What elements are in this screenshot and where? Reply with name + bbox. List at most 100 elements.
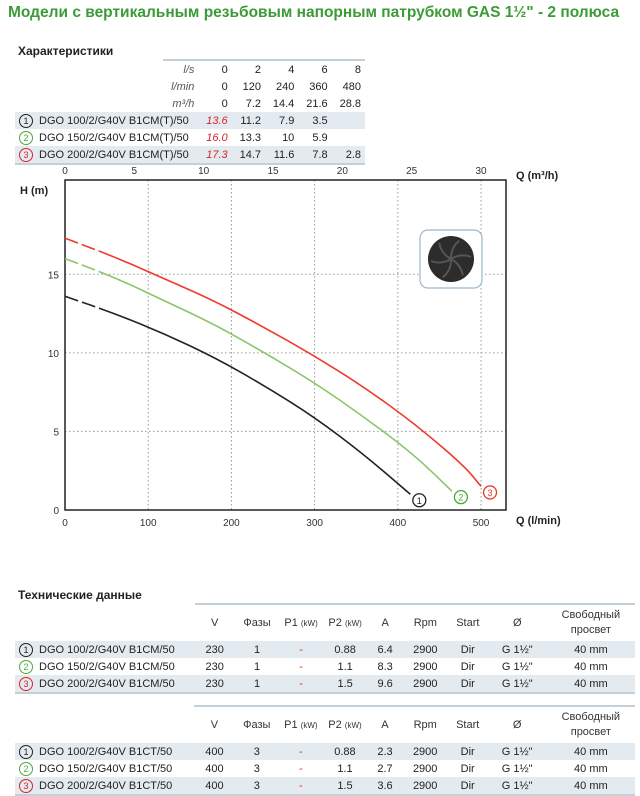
tech-cell: 400	[205, 762, 224, 775]
unit-value: 0	[221, 97, 228, 110]
tech-cell: G 1½"	[487, 743, 547, 760]
x2-tick-label: 10	[198, 166, 210, 177]
model-name: DGO 100/2/G40V B1CM(T)/50	[39, 114, 189, 127]
tech-cell: 6.4	[367, 641, 403, 658]
tech-header-label: Rpm	[413, 719, 437, 731]
curve-number-badge: 2	[19, 659, 33, 674]
tech-cell: 230	[205, 660, 224, 673]
tech-cell: 40 mm	[546, 777, 635, 796]
unit-value: 480	[342, 80, 361, 93]
tech-cell: -	[279, 641, 323, 658]
x2-tick-label: 25	[406, 166, 418, 177]
tech-cell: 2900	[402, 675, 448, 694]
tech-row: 2 DGO 150/2/G40V B1CM/50 230 1 - 1.1 8.3 2900 Di…	[15, 658, 635, 675]
x-tick-label: 300	[306, 518, 323, 529]
model-name: DGO 200/2/G40V B1CT/50	[39, 779, 173, 792]
tech-header: P1 (kW)	[279, 603, 323, 641]
tech-header: Rpm	[402, 603, 448, 641]
curve-number-badge: 1	[19, 113, 33, 128]
unit-label: m³/h	[172, 97, 195, 110]
curve-badge-label: 1	[417, 496, 422, 506]
tech-header-label: Фазы	[243, 719, 271, 731]
tech-header-label: P2	[328, 617, 342, 629]
tech-cell: 1	[253, 660, 261, 673]
y-axis-label: H (m)	[20, 185, 48, 197]
impeller-vane	[442, 258, 453, 279]
tech-row: 2 DGO 150/2/G40V B1CT/50 400 3 - 1.1 2.7 2900 Di…	[15, 760, 635, 777]
tech-cell: 400	[194, 777, 235, 796]
tech-cell: 3	[234, 743, 280, 760]
unit-value: 2	[231, 59, 265, 78]
curve-number-badge: 3	[19, 147, 33, 162]
tech-table-three-phase: V Фазы P1 (kW) P2 (kW) A Rpm Start Ø Свободный п…	[15, 705, 635, 796]
curve-number-badge: 3	[19, 778, 33, 793]
tech-header-label: A	[381, 617, 389, 629]
model-name: DGO 150/2/G40V B1CT/50	[39, 762, 173, 775]
y-tick-label: 15	[48, 270, 60, 281]
head-value: 16.0	[206, 131, 228, 144]
tech-cell: Dir	[447, 675, 488, 694]
x-tick-label: 0	[62, 518, 68, 529]
model-name: DGO 100/2/G40V B1CM/50	[39, 643, 175, 656]
x-tick-label: 200	[223, 518, 240, 529]
curve-badge-label: 3	[488, 488, 493, 498]
head-value: 11.2	[231, 112, 265, 129]
tech-cell: 40 mm	[546, 675, 635, 694]
tech-cell: Dir	[447, 641, 488, 658]
tech-header: Фазы	[234, 603, 280, 641]
tech-cell: 230	[194, 641, 235, 658]
curve-number-badge: 1	[19, 744, 33, 759]
tech-cell: 2900	[413, 660, 438, 673]
tech-cell: 2900	[412, 762, 438, 775]
tech-cell: 40 mm	[546, 743, 635, 760]
tech-header-label: Фазы	[243, 617, 271, 629]
head-value: 11.6	[265, 146, 299, 165]
head-value: 17.3	[198, 146, 232, 165]
impeller-vane	[438, 242, 452, 260]
unit-value: 0	[221, 80, 228, 93]
model-name: DGO 100/2/G40V B1CT/50	[39, 745, 173, 758]
unit-value: 6	[298, 59, 332, 78]
tech-cell: 1.5	[322, 675, 368, 694]
tech-cell: G 1½"	[487, 641, 547, 658]
curve-number-badge: 2	[19, 761, 33, 776]
tech-cell: 1.1	[337, 762, 353, 775]
tech-header-label: Ø	[512, 719, 522, 731]
tech-header: P2 (kW)	[322, 603, 368, 641]
curve-badge-label: 2	[458, 493, 463, 503]
head-value: 7.9	[265, 112, 299, 129]
tech-header: V	[194, 705, 235, 743]
unit-value: 7.2	[245, 97, 261, 110]
tech-cell: 2.3	[367, 743, 403, 760]
tech-heading: Технические данные	[18, 588, 142, 602]
tech-cell: -	[279, 675, 323, 694]
head-value: 7.8	[298, 146, 332, 165]
y-tick-label: 0	[53, 506, 59, 517]
head-value: 10	[282, 131, 295, 144]
tech-cell: -	[299, 660, 303, 673]
tech-table-single-phase: V Фазы P1 (kW) P2 (kW) A Rpm Start Ø Свободный п…	[15, 603, 635, 694]
tech-header: A	[367, 603, 403, 641]
unit-row: m³/h 0 7.2 14.4 21.6 28.8	[15, 95, 365, 112]
unit-value: 8	[331, 59, 365, 78]
kw-unit: (kW)	[344, 619, 362, 628]
tech-cell: 8.3	[377, 660, 393, 673]
tech-header-row: V Фазы P1 (kW) P2 (kW) A Rpm Start Ø Свободный п…	[15, 705, 635, 743]
unit-row: l/s 0 2 4 6 8	[15, 59, 365, 78]
tech-header-label: Rpm	[413, 617, 437, 629]
tech-row: 1 DGO 100/2/G40V B1CM/50 230 1-0.88 6.4 2900 D…	[15, 641, 635, 658]
x-tick-label: 100	[140, 518, 157, 529]
tech-header: Start	[447, 705, 488, 743]
tech-header-row: V Фазы P1 (kW) P2 (kW) A Rpm Start Ø Свободный п…	[15, 603, 635, 641]
tech-cell: 1.1	[337, 660, 353, 673]
head-value: 3.5	[298, 112, 332, 129]
impeller-vane	[430, 258, 452, 264]
tech-row: 1 DGO 100/2/G40V B1CT/50 400 3-0.88 2.3 2900 D…	[15, 743, 635, 760]
head-value: 5.9	[312, 131, 328, 144]
tech-cell: 9.6	[367, 675, 403, 694]
curve-number-badge: 3	[19, 676, 33, 691]
tech-header: Свободный просвет	[546, 603, 635, 641]
curve-badge	[482, 485, 498, 500]
x2-tick-label: 0	[62, 166, 68, 177]
kw-unit: (kW)	[300, 721, 318, 730]
